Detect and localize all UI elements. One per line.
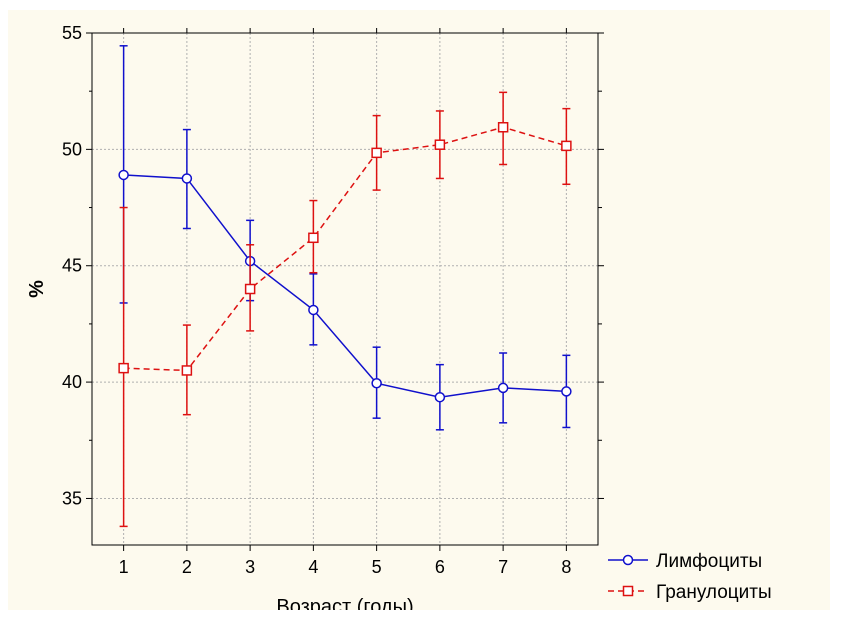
series-line-lymphocytes (124, 175, 567, 397)
data-point-lymphocytes (562, 387, 571, 396)
x-tick-label: 7 (498, 557, 508, 577)
series-line-granulocytes (124, 127, 567, 370)
y-axis-title: % (26, 280, 48, 298)
x-tick-label: 4 (308, 557, 318, 577)
data-point-lymphocytes (119, 170, 128, 179)
x-axis-title: Возраст (годы) (276, 596, 413, 610)
x-tick-label: 8 (561, 557, 571, 577)
plot-border (92, 33, 598, 545)
data-point-granulocytes (435, 140, 444, 149)
x-tick-label: 6 (435, 557, 445, 577)
x-tick-label: 3 (245, 557, 255, 577)
y-tick-label: 35 (62, 488, 82, 508)
legend-marker-circle (624, 556, 633, 565)
data-point-granulocytes (372, 148, 381, 157)
x-tick-label: 2 (182, 557, 192, 577)
x-tick-label: 1 (119, 557, 129, 577)
legend-label: Гранулоциты (656, 582, 772, 603)
legend: Лимфоциты Гранулоциты (608, 551, 772, 603)
data-point-lymphocytes (372, 379, 381, 388)
legend-label: Лимфоциты (656, 551, 762, 572)
data-point-granulocytes (246, 285, 255, 294)
data-point-granulocytes (562, 141, 571, 150)
data-point-lymphocytes (182, 174, 191, 183)
data-point-granulocytes (119, 364, 128, 373)
chart-frame: 1 2 3 4 5 6 7 8 35 40 45 50 55 Возраст (годы) % Лимф… (8, 10, 830, 610)
data-point-granulocytes (499, 123, 508, 132)
data-point-lymphocytes (435, 393, 444, 402)
y-tick-label: 45 (62, 256, 82, 276)
grid-layer (92, 33, 598, 545)
x-tick-label: 5 (372, 557, 382, 577)
data-point-granulocytes (309, 233, 318, 242)
y-tick-label: 55 (62, 23, 82, 43)
data-point-lymphocytes (309, 305, 318, 314)
data-point-lymphocytes (499, 383, 508, 392)
y-tick-label: 40 (62, 372, 82, 392)
y-tick-label: 50 (62, 139, 82, 159)
data-point-granulocytes (182, 366, 191, 375)
legend-marker-square (624, 587, 633, 596)
